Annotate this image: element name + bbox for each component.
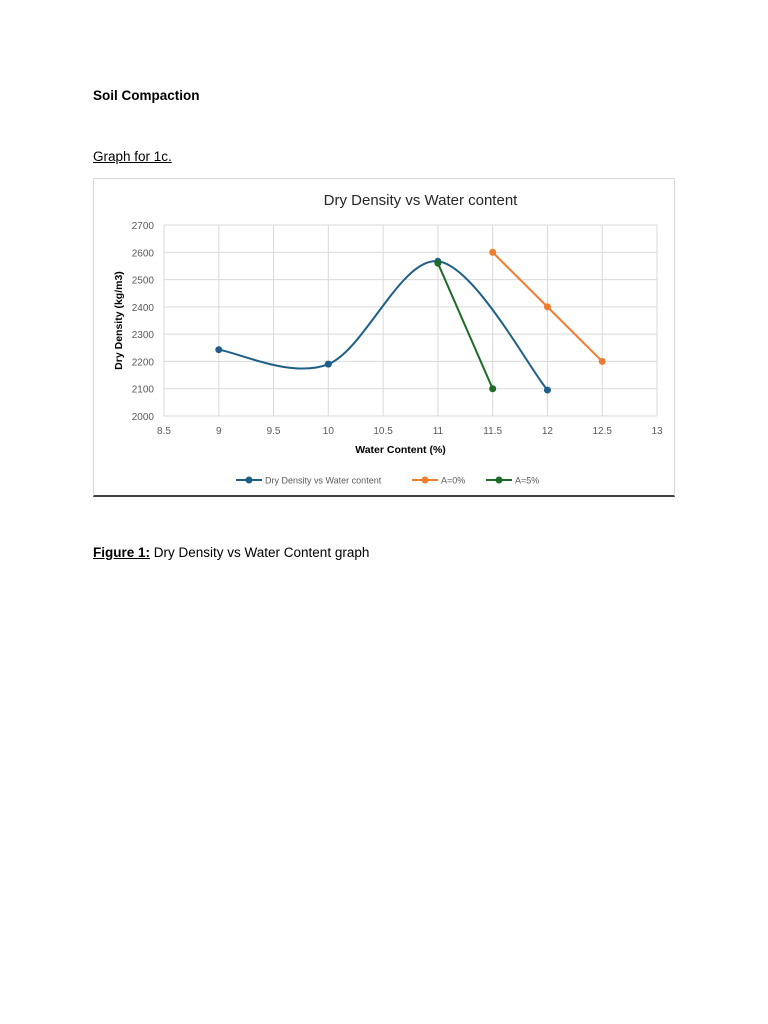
x-axis-label: Water Content (%)	[355, 444, 446, 456]
legend-label-2: A=5%	[515, 476, 539, 486]
legend-marker-2	[495, 476, 503, 484]
legend-label-1: A=0%	[441, 476, 465, 486]
y-axis-label: Dry Density (kg/m3)	[113, 271, 125, 370]
y-tick-label: 2400	[132, 303, 155, 314]
legend-marker-0	[245, 476, 253, 484]
x-tick-label: 11	[433, 426, 444, 437]
data-point	[598, 357, 606, 365]
x-tick-label: 8.5	[157, 426, 171, 437]
y-tick-label: 2100	[132, 385, 155, 396]
y-tick-label: 2500	[132, 276, 155, 287]
line-chart: Dry Density vs Water content 2000 2100 2200…	[113, 192, 663, 486]
series-line-0	[218, 260, 549, 391]
y-tick-label: 2300	[132, 330, 155, 341]
graph-subheading: Graph for 1c.	[93, 149, 172, 164]
chart-container: Dry Density vs Water content 2000 2100 2200…	[93, 178, 675, 497]
y-tick-label: 2600	[132, 248, 155, 259]
x-tick-label: 10.5	[373, 426, 393, 437]
document-heading: Soil Compaction	[93, 88, 200, 103]
data-point	[543, 303, 551, 311]
y-tick-label: 2700	[132, 221, 155, 232]
legend-label-0: Dry Density vs Water content	[265, 476, 382, 486]
x-tick-label: 9.5	[267, 426, 281, 437]
figure-caption-text: Dry Density vs Water Content graph	[150, 545, 370, 560]
data-point	[324, 360, 332, 368]
x-tick-label: 10	[323, 426, 335, 437]
chart-title: Dry Density vs Water content	[324, 192, 518, 209]
x-tick-label: 12	[542, 426, 554, 437]
y-tick-label: 2200	[132, 357, 155, 368]
legend-marker-1	[421, 476, 429, 484]
data-point	[215, 346, 223, 354]
y-tick-label: 2000	[132, 412, 155, 423]
data-point	[434, 259, 442, 267]
x-tick-label: 13	[651, 426, 663, 437]
data-point	[489, 248, 497, 256]
x-tick-label: 11.5	[483, 426, 502, 437]
x-tick-label: 12.5	[592, 426, 612, 437]
data-point	[489, 385, 497, 393]
x-tick-label: 9	[216, 426, 222, 437]
data-point	[543, 386, 551, 394]
figure-label: Figure 1:	[93, 545, 151, 560]
figure-caption: Figure 1: Dry Density vs Water Content g…	[93, 545, 369, 560]
series-line-2	[436, 262, 494, 390]
